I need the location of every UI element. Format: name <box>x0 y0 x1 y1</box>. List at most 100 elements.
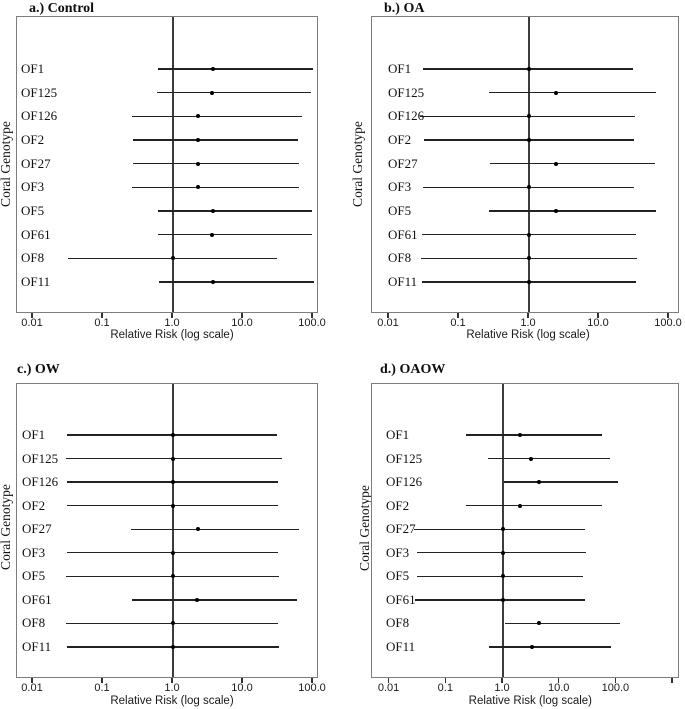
point-estimate <box>528 456 533 461</box>
genotype-label: OF27 <box>22 521 52 537</box>
genotype-label: OF1 <box>386 427 410 442</box>
point-estimate <box>553 161 558 166</box>
panel-title: c.) OW <box>17 362 60 377</box>
point-estimate <box>518 503 523 508</box>
panel-title: b.) OA <box>384 1 425 16</box>
x-tick-label: 10.0 <box>231 682 253 694</box>
x-axis-tick <box>558 678 560 683</box>
genotype-label: OF5 <box>386 568 410 584</box>
x-axis-tick <box>101 313 103 318</box>
x-tick-label: 1.0 <box>494 682 510 694</box>
genotype-label: OF5 <box>388 203 412 219</box>
point-estimate <box>527 185 531 190</box>
genotype-label: OF27 <box>21 155 51 171</box>
x-axis-tick <box>241 678 243 683</box>
plot-area: OF1 OF125 OF126 OF2 OF27 OF3 OF5 OF61 OF8 OF11 <box>16 383 318 678</box>
genotype-label: OF61 <box>388 226 418 242</box>
genotype-label: OF61 <box>21 226 51 242</box>
x-tick-label: 1.0 <box>520 317 536 329</box>
point-estimate <box>529 644 534 649</box>
point-estimate <box>527 280 531 285</box>
genotype-label: OF8 <box>22 615 46 631</box>
x-axis-tick <box>311 678 313 683</box>
point-estimate <box>171 644 175 649</box>
x-axis-tick <box>171 678 173 683</box>
point-estimate <box>536 480 541 485</box>
x-axis-tick <box>667 313 669 318</box>
x-axis-tick <box>31 678 33 683</box>
point-estimate <box>196 527 201 532</box>
confidence-interval-line <box>158 210 313 212</box>
genotype-label: OF3 <box>21 179 45 195</box>
genotype-label: OF3 <box>388 179 412 195</box>
x-tick-label: 10.0 <box>547 682 570 694</box>
point-estimate <box>553 90 558 95</box>
x-axis-tick <box>31 313 33 318</box>
confidence-interval-line <box>490 162 655 165</box>
x-tick-label: 0.01 <box>21 682 43 694</box>
reference-line-rr-1 <box>172 384 174 677</box>
confidence-interval-line <box>132 115 303 118</box>
point-estimate <box>536 621 541 626</box>
point-estimate <box>196 185 201 190</box>
x-tick-label: 10.0 <box>231 317 253 329</box>
genotype-label: OF2 <box>388 132 412 147</box>
x-tick-label: 0.1 <box>94 317 110 329</box>
genotype-label: OF2 <box>22 497 46 513</box>
confidence-interval-line <box>158 281 315 283</box>
x-tick-label: 100.0 <box>298 317 326 329</box>
x-axis-tick <box>311 313 313 318</box>
x-axis-tick <box>241 313 243 318</box>
genotype-label: OF1 <box>22 427 46 442</box>
x-axis-tick <box>614 678 617 683</box>
panel-title: d.) OAOW <box>380 362 446 377</box>
confidence-interval-line <box>157 91 312 94</box>
point-estimate <box>171 550 175 555</box>
x-axis-tick <box>101 678 103 683</box>
point-estimate <box>196 114 201 119</box>
genotype-label: OF2 <box>386 497 410 513</box>
genotype-label: OF8 <box>386 615 410 631</box>
confidence-interval-line <box>132 599 298 601</box>
confidence-interval-line <box>158 68 313 70</box>
x-axis-tick <box>527 313 529 318</box>
x-axis-label: Relative Risk (log scale) <box>468 695 593 707</box>
confidence-interval-line <box>133 162 299 165</box>
confidence-interval-line <box>489 91 657 94</box>
point-estimate <box>171 574 175 579</box>
confidence-interval-line <box>132 186 299 189</box>
x-axis-tick <box>457 313 459 318</box>
x-axis-tick <box>671 678 673 683</box>
x-tick-label: 0.01 <box>21 317 43 329</box>
x-tick-label: 0.01 <box>377 317 399 329</box>
reference-line-rr-1 <box>528 17 530 312</box>
point-estimate <box>527 114 531 119</box>
genotype-label: OF27 <box>388 155 418 171</box>
x-axis-label: Relative Risk (log scale) <box>110 695 234 707</box>
confidence-interval-line <box>488 457 611 460</box>
point-estimate <box>527 67 531 71</box>
genotype-label: OF11 <box>386 638 416 654</box>
genotype-label: OF27 <box>386 521 416 537</box>
point-estimate <box>209 232 214 237</box>
x-axis-label: Relative Risk (log scale) <box>466 329 590 341</box>
point-estimate <box>210 67 215 71</box>
genotype-label: OF126 <box>388 108 425 124</box>
x-tick-label: 10.0 <box>587 317 609 329</box>
point-estimate <box>501 574 505 579</box>
x-tick-label: 0.1 <box>94 682 110 694</box>
point-estimate <box>518 433 523 437</box>
genotype-label: OF125 <box>386 450 423 466</box>
confidence-interval-line <box>489 210 657 212</box>
genotype-label: OF11 <box>388 274 418 290</box>
point-estimate <box>171 256 175 261</box>
x-tick-label: 1.0 <box>164 317 180 329</box>
point-estimate <box>171 621 175 626</box>
genotype-label: OF8 <box>21 250 45 266</box>
point-estimate <box>527 232 531 237</box>
x-tick-label: 0.1 <box>450 317 466 329</box>
genotype-label: OF11 <box>22 638 52 654</box>
